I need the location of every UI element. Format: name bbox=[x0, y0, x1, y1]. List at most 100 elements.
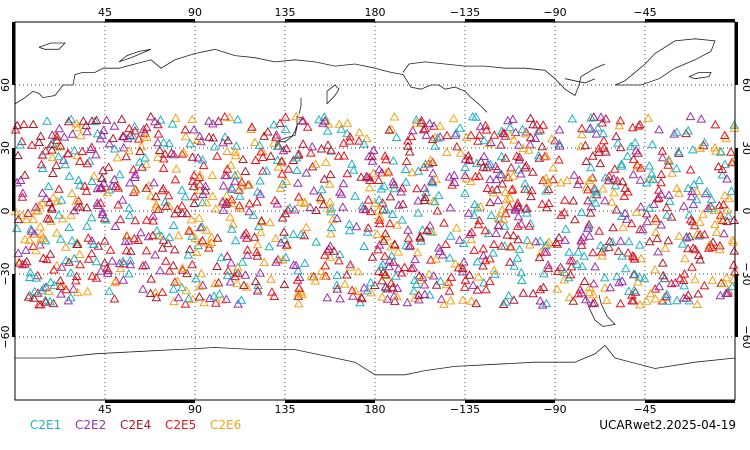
observation-triangle-marker bbox=[282, 239, 292, 249]
observation-triangle-marker bbox=[726, 186, 737, 195]
observation-triangle-marker bbox=[713, 161, 724, 171]
observation-triangle-marker bbox=[552, 266, 563, 275]
observation-triangle-marker bbox=[435, 246, 445, 256]
observation-triangle-marker bbox=[187, 176, 198, 185]
observation-triangle-marker bbox=[600, 283, 610, 292]
observation-triangle-marker bbox=[651, 216, 662, 225]
observation-triangle-marker bbox=[431, 280, 442, 289]
left-edge-bar bbox=[12, 274, 15, 337]
observation-triangle-marker bbox=[652, 193, 663, 203]
observation-triangle-marker bbox=[219, 111, 230, 121]
footer-label: UCARwet2.2025-04-19 bbox=[599, 418, 736, 432]
observation-triangle-marker bbox=[10, 124, 21, 134]
observation-triangle-marker bbox=[234, 200, 245, 210]
right-latitude-labels: 60 30 0 −30 −60 bbox=[740, 78, 750, 349]
observation-triangle-marker bbox=[345, 259, 356, 269]
coastline bbox=[118, 48, 152, 63]
observation-triangle-marker bbox=[421, 130, 432, 139]
observation-triangle-marker bbox=[611, 131, 622, 141]
observation-triangle-marker bbox=[505, 241, 516, 251]
observation-triangle-marker bbox=[177, 282, 187, 292]
observation-triangle-marker bbox=[69, 145, 80, 155]
coastline bbox=[374, 67, 488, 113]
observation-triangle-marker bbox=[448, 113, 459, 123]
observation-triangle-marker bbox=[125, 177, 135, 187]
observation-triangle-marker bbox=[348, 165, 359, 174]
observation-triangle-marker bbox=[691, 186, 702, 196]
observation-triangle-marker bbox=[615, 236, 626, 245]
observation-triangle-marker bbox=[588, 289, 599, 299]
observation-triangle-marker bbox=[480, 225, 491, 235]
observation-triangle-marker bbox=[372, 229, 382, 238]
observation-triangle-marker bbox=[19, 119, 29, 128]
observation-triangle-marker bbox=[189, 170, 199, 180]
observation-triangle-marker bbox=[161, 256, 171, 265]
observation-triangle-marker bbox=[164, 232, 175, 241]
observation-triangle-marker bbox=[478, 243, 489, 253]
observation-triangle-marker bbox=[396, 186, 406, 196]
observation-triangle-marker bbox=[374, 164, 385, 174]
observation-triangle-marker bbox=[656, 189, 666, 198]
observation-triangle-marker bbox=[321, 157, 331, 166]
latitude-tick-label: −60 bbox=[0, 325, 12, 348]
observation-triangle-marker bbox=[598, 135, 609, 145]
observation-triangle-marker bbox=[488, 248, 498, 257]
observation-triangle-marker bbox=[129, 121, 140, 131]
observation-triangle-marker bbox=[600, 172, 611, 182]
observation-triangle-marker bbox=[177, 263, 188, 272]
observation-triangle-marker bbox=[581, 156, 592, 165]
observation-triangle-marker bbox=[17, 259, 28, 269]
observation-triangle-marker bbox=[166, 148, 177, 157]
observation-triangle-marker bbox=[148, 215, 159, 225]
observation-triangle-marker bbox=[221, 294, 232, 303]
observation-triangle-marker bbox=[20, 234, 30, 244]
observation-triangle-marker bbox=[535, 236, 545, 245]
bottom-longitude-labels: 45 90 135 180 −135 −90 −45 bbox=[98, 403, 657, 416]
observation-triangle-marker bbox=[470, 112, 481, 121]
observation-triangle-marker bbox=[673, 146, 684, 156]
right-edge-bar bbox=[735, 22, 738, 85]
observation-triangle-marker bbox=[364, 182, 375, 192]
observation-triangle-marker bbox=[465, 176, 476, 186]
observation-triangle-marker bbox=[333, 151, 344, 160]
observation-triangle-marker bbox=[79, 181, 90, 190]
observation-triangle-marker bbox=[510, 127, 521, 137]
observation-triangle-marker bbox=[241, 233, 252, 242]
observation-triangle-marker bbox=[644, 236, 655, 246]
observation-triangle-marker bbox=[623, 186, 633, 196]
observation-triangle-marker bbox=[261, 166, 272, 175]
observation-triangle-marker bbox=[543, 198, 554, 207]
observation-triangle-marker bbox=[605, 282, 616, 292]
observation-triangle-marker bbox=[280, 234, 290, 244]
observation-triangle-marker bbox=[535, 124, 546, 134]
observation-triangle-marker bbox=[587, 298, 598, 308]
top-edge-bar bbox=[465, 19, 555, 22]
observation-triangle-marker bbox=[336, 124, 347, 133]
observation-triangle-marker bbox=[620, 208, 631, 217]
observation-triangle-marker bbox=[514, 152, 525, 161]
observation-triangle-marker bbox=[227, 184, 238, 193]
observation-triangle-marker bbox=[36, 159, 47, 169]
observation-triangle-marker bbox=[54, 123, 65, 133]
observation-triangle-marker bbox=[717, 164, 728, 173]
observation-triangle-marker bbox=[511, 151, 522, 160]
observation-triangle-marker bbox=[696, 114, 707, 123]
observation-triangle-marker bbox=[41, 282, 51, 291]
observation-triangle-marker bbox=[350, 286, 361, 295]
observation-triangle-marker bbox=[559, 274, 570, 284]
observation-triangle-marker bbox=[727, 157, 737, 167]
observation-triangle-marker bbox=[296, 229, 306, 239]
latitude-tick-label: 0 bbox=[0, 208, 12, 215]
observation-triangle-marker bbox=[570, 214, 580, 224]
observation-triangle-marker bbox=[82, 221, 92, 230]
observation-triangle-marker bbox=[220, 132, 230, 141]
observation-triangle-marker bbox=[554, 154, 564, 164]
observation-triangle-marker bbox=[513, 211, 524, 221]
observation-triangle-marker bbox=[51, 160, 62, 170]
observation-triangle-marker bbox=[641, 208, 652, 218]
observation-triangle-marker bbox=[694, 217, 705, 226]
observation-triangle-marker bbox=[513, 140, 524, 149]
observation-triangle-marker bbox=[677, 239, 688, 248]
observation-triangle-marker bbox=[137, 162, 147, 171]
observation-triangle-marker bbox=[125, 255, 136, 265]
